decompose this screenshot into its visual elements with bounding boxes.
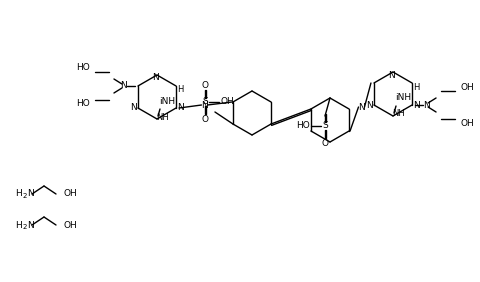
Text: N: N <box>120 81 127 91</box>
Text: 2: 2 <box>23 224 27 230</box>
Text: S: S <box>202 98 207 107</box>
Text: N: N <box>176 103 183 113</box>
Text: O: O <box>202 80 208 89</box>
Text: N: N <box>422 100 429 109</box>
Text: OH: OH <box>459 118 473 127</box>
Text: S: S <box>322 122 327 131</box>
Text: iNH: iNH <box>158 96 175 105</box>
Text: N: N <box>201 100 207 109</box>
Text: N: N <box>27 221 34 230</box>
Text: N: N <box>358 102 364 111</box>
Text: HO: HO <box>296 122 309 131</box>
Text: H: H <box>412 83 419 91</box>
Text: H: H <box>15 221 22 230</box>
Text: iNH: iNH <box>394 94 410 102</box>
Text: N: N <box>388 70 395 80</box>
Text: N: N <box>27 190 34 199</box>
Text: HO: HO <box>76 100 90 109</box>
Text: NH: NH <box>156 113 169 122</box>
Text: N: N <box>152 74 159 83</box>
Text: O: O <box>202 114 208 124</box>
Text: H: H <box>177 85 183 94</box>
Text: OH: OH <box>64 190 78 199</box>
Text: N: N <box>366 100 372 109</box>
Text: OH: OH <box>64 221 78 230</box>
Text: OH: OH <box>459 83 473 91</box>
Text: HO: HO <box>76 63 90 72</box>
Text: N: N <box>130 103 137 113</box>
Text: N: N <box>412 100 419 109</box>
Text: H: H <box>15 190 22 199</box>
Text: NH: NH <box>392 109 405 118</box>
Text: OH: OH <box>220 98 233 107</box>
Text: 2: 2 <box>23 193 27 199</box>
Text: O: O <box>321 138 328 147</box>
